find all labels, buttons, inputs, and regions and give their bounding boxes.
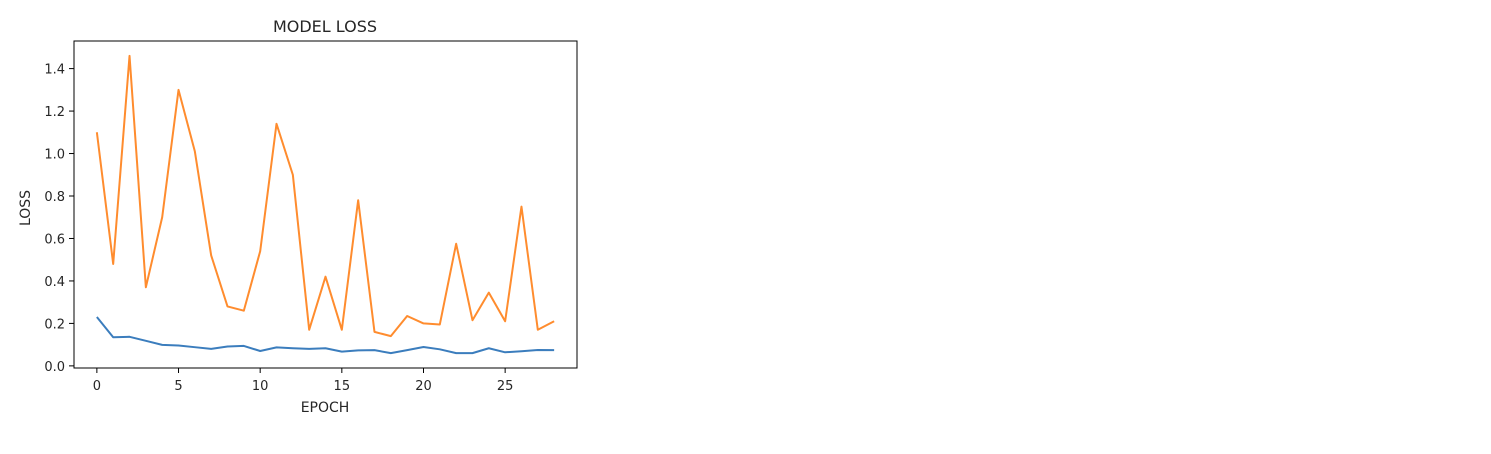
series-line-2	[95, 54, 555, 338]
y-tick-label: 0.2	[44, 317, 65, 332]
y-tick-label: 0.0	[44, 360, 65, 375]
y-tick-label: 0.4	[44, 275, 65, 290]
x-tick-label: 5	[174, 379, 182, 394]
x-tick-label: 10	[252, 379, 269, 394]
x-axis-ticks: 0 5 10 15 20 25	[93, 368, 514, 394]
chart-title: MODEL LOSS	[273, 17, 377, 36]
series-layer	[95, 54, 555, 355]
y-tick-label: 0.8	[44, 190, 65, 205]
y-tick-label: 1.0	[44, 148, 65, 163]
x-tick-label: 25	[497, 379, 514, 394]
x-tick-label: 20	[415, 379, 432, 394]
plot-frame	[73, 40, 578, 369]
series-line-1	[96, 316, 555, 355]
y-axis-ticks: 0.0 0.2 0.4 0.6 0.8 1.0 1.2 1.4	[44, 63, 74, 375]
y-tick-label: 1.4	[44, 63, 65, 78]
x-axis-label: EPOCH	[301, 400, 350, 416]
y-axis-label: LOSS	[18, 190, 34, 226]
x-tick-label: 0	[93, 379, 101, 394]
y-tick-label: 0.6	[44, 232, 65, 247]
y-tick-label: 1.2	[44, 105, 65, 120]
x-tick-label: 15	[334, 379, 351, 394]
